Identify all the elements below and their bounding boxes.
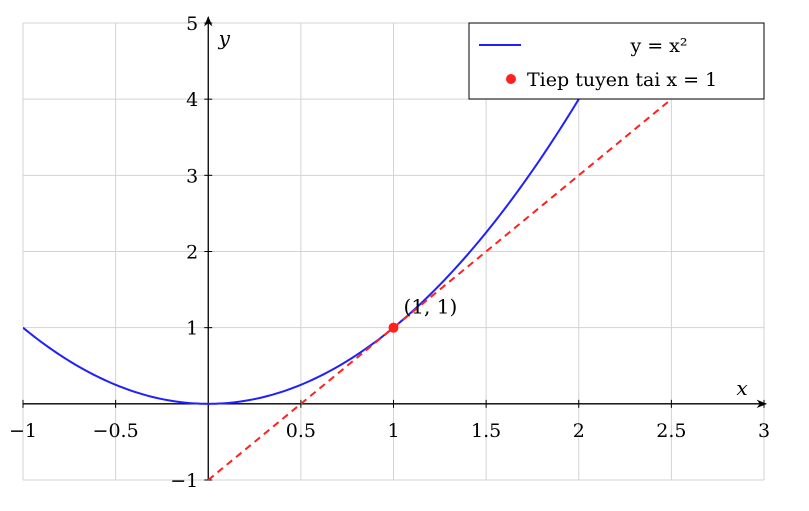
legend-swatch-tangent (506, 74, 516, 84)
y-tick-label: 3 (186, 165, 198, 187)
legend: y = x² Tiep tuyen tai x = 1 (468, 22, 765, 100)
annotations: (1, 1) (404, 295, 458, 319)
legend-label-curve: y = x² (629, 35, 687, 57)
axes: xy (22, 15, 768, 481)
point-annotation: (1, 1) (404, 295, 458, 319)
tangent-point (388, 322, 399, 333)
x-axis-label: x (736, 376, 747, 400)
x-tick-label: 1 (387, 420, 399, 442)
y-tick-label: 4 (186, 89, 198, 111)
y-tick-label: −1 (170, 470, 198, 492)
x-tick-label: 2 (573, 420, 585, 442)
x-tick-label: −1 (9, 420, 37, 442)
x-tick-label: 1.5 (471, 420, 501, 442)
tangent-line (207, 98, 673, 480)
y-tick-label: 1 (186, 318, 198, 340)
x-tick-label: −0.5 (93, 420, 139, 442)
x-tick-label: 3 (758, 420, 770, 442)
y-axis-label: y (218, 26, 231, 50)
y-tick-label: 5 (186, 13, 198, 35)
x-tick-label: 0.5 (286, 420, 316, 442)
tick-labels: −1 −0.5 0.5 1 1.5 2 2.5 3 −1 1 2 3 4 5 (9, 13, 770, 492)
x-tick-label: 2.5 (656, 420, 686, 442)
legend-box (468, 22, 765, 100)
y-tick-label: 2 (186, 242, 198, 264)
legend-label-tangent: Tiep tuyen tai x = 1 (527, 69, 717, 91)
plot-series (23, 23, 673, 480)
